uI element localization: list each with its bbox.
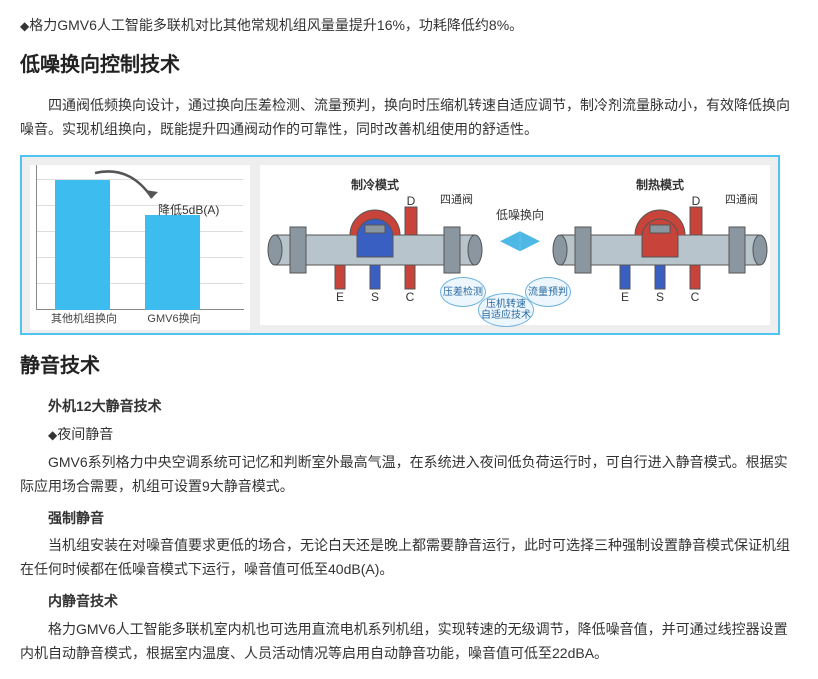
valve-diagram: 制冷模式 四通阀 D E S [260,165,770,325]
heating-valve: 制热模式 四通阀 D E S C [550,195,770,305]
center-label: 低噪换向 [490,205,550,225]
port-s: S [656,290,664,304]
bubble-2: 压机转速 自适应技术 [478,293,534,327]
outer-heading: 外机12大静音技术 [20,395,798,419]
figure-box: 其他机组换向 GMV6换向 降低5dB(A) 制冷模式 四通阀 [20,155,780,335]
force-heading: 强制静音 [20,507,798,531]
port-e: E [621,290,629,304]
diamond-icon: ◆ [20,19,29,33]
port-s: S [371,290,379,304]
bar-chart: 其他机组换向 GMV6换向 降低5dB(A) [30,165,250,330]
inner-heading: 内静音技术 [20,590,798,614]
valve-label-heat: 四通阀 [725,191,758,210]
port-e: E [336,290,344,304]
bar-label-1: GMV6换向 [134,310,214,329]
diamond-icon: ◆ [48,428,57,442]
night-heading-line: ◆夜间静音 [20,423,798,447]
port-d: D [407,195,416,208]
valve-label-cool: 四通阀 [440,191,473,210]
reduce-label: 降低5dB(A) [158,200,219,220]
arrows-lr-icon: ◀▶ [490,226,550,252]
intro-bullet-text: 格力GMV6人工智能多联机对比其他常规机组风量量提升16%，功耗降低约8%。 [29,17,523,33]
section2-title: 静音技术 [20,349,798,383]
y-axis [36,165,37,310]
night-text: GMV6系列格力中央空调系统可记忆和判断室外最高气温，在系统进入夜间低负荷运行时… [20,451,798,499]
section1-title: 低噪换向控制技术 [20,48,798,82]
port-c: C [406,290,415,304]
heating-valve-svg: D E S C [550,195,770,305]
port-c: C [691,290,700,304]
center-block: 低噪换向 ◀▶ [490,205,550,251]
night-heading: 夜间静音 [57,426,113,442]
force-text: 当机组安装在对噪音值要求更低的场合，无论白天还是晚上都需要静音运行，此时可选择三… [20,534,798,582]
bar-gmv6 [145,215,200,310]
bar-label-0: 其他机组换向 [44,310,124,329]
port-d: D [692,195,701,208]
section1-para: 四通阀低频换向设计，通过换向压差检测、流量预判，换向时压缩机转速自适应调节，制冷… [20,94,798,142]
inner-text: 格力GMV6人工智能多联机室内机也可选用直流电机系列机组，实现转速的无级调节，降… [20,618,798,666]
intro-bullet: ◆格力GMV6人工智能多联机对比其他常规机组风量量提升16%，功耗降低约8%。 [20,14,798,38]
